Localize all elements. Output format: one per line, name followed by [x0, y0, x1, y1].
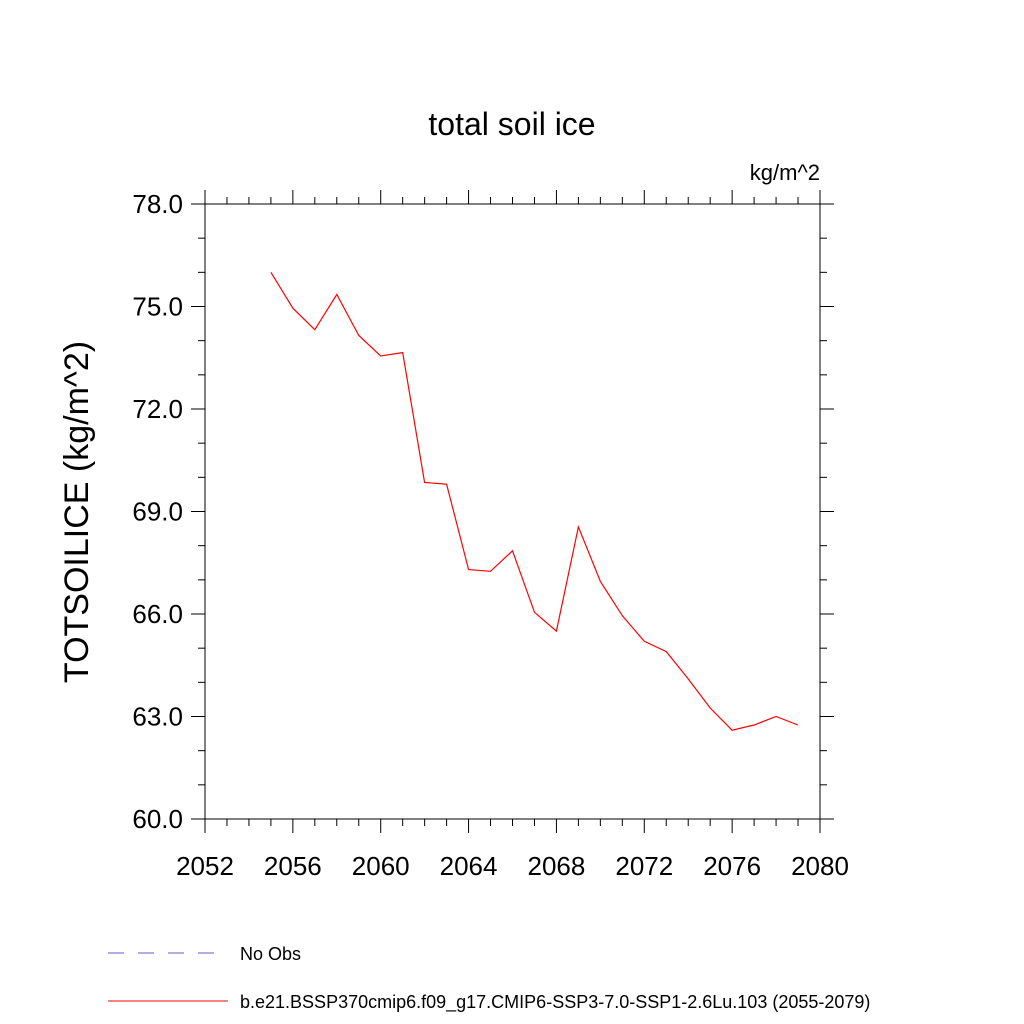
axis-ticks [191, 190, 834, 833]
y-axis-label: TOTSOILICE (kg/m^2) [58, 341, 96, 683]
x-tick-label: 2080 [791, 851, 849, 881]
data-point [665, 650, 668, 653]
tick-labels: 2052 2056 2060 2064 2068 2072 2076 2080 60.0 63.0… [132, 189, 849, 881]
x-tick-label: 2052 [176, 851, 234, 881]
x-tick-label: 2060 [352, 851, 410, 881]
y-tick-label: 78.0 [132, 189, 183, 219]
data-point [621, 614, 624, 617]
series-layer [269, 271, 800, 732]
data-point [555, 630, 558, 633]
data-point [357, 334, 360, 337]
data-point [511, 549, 514, 552]
data-point [533, 611, 536, 614]
data-point [709, 706, 712, 709]
y-tick-label: 72.0 [132, 394, 183, 424]
data-point [335, 293, 338, 296]
data-point [775, 715, 778, 718]
data-point [291, 307, 294, 310]
x-tick-label: 2068 [528, 851, 586, 881]
data-point [445, 483, 448, 486]
data-point [313, 328, 316, 331]
data-point [269, 271, 272, 274]
y-tick-label: 60.0 [132, 804, 183, 834]
data-point [687, 677, 690, 680]
units-label: kg/m^2 [750, 160, 820, 185]
y-tick-label: 66.0 [132, 599, 183, 629]
chart-title: total soil ice [428, 106, 595, 142]
x-tick-label: 2056 [264, 851, 322, 881]
legend: No Obs b.e21.BSSP370cmip6.f09_g17.CMIP6-S… [108, 944, 870, 1013]
x-tick-label: 2076 [703, 851, 761, 881]
legend-label: No Obs [240, 944, 301, 964]
data-point [489, 570, 492, 573]
data-point [401, 351, 404, 354]
y-tick-label: 63.0 [132, 702, 183, 732]
data-point [753, 724, 756, 727]
plot-frame [204, 203, 821, 820]
data-point [379, 355, 382, 358]
y-tick-label: 69.0 [132, 497, 183, 527]
data-point [577, 525, 580, 528]
legend-label: b.e21.BSSP370cmip6.f09_g17.CMIP6-SSP3-7.… [240, 992, 870, 1013]
data-point [643, 640, 646, 643]
data-point [797, 724, 800, 727]
data-point [599, 580, 602, 583]
data-point [731, 729, 734, 732]
series-line [270, 271, 799, 731]
data-point [467, 568, 470, 571]
y-tick-label: 75.0 [132, 292, 183, 322]
x-tick-label: 2072 [615, 851, 673, 881]
x-tick-label: 2064 [440, 851, 498, 881]
data-point [423, 481, 426, 484]
